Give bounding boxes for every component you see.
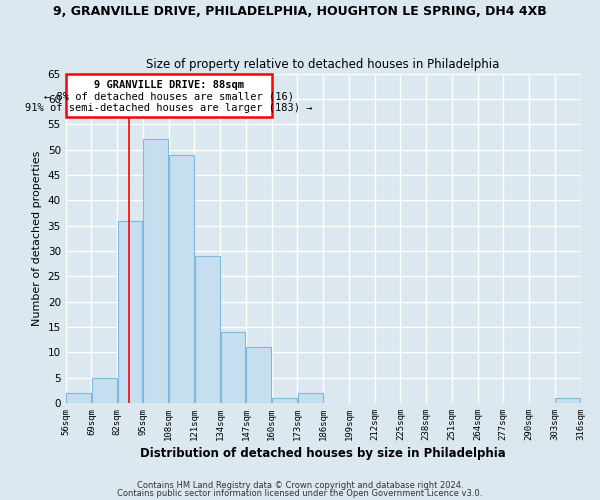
Text: Contains HM Land Registry data © Crown copyright and database right 2024.: Contains HM Land Registry data © Crown c… xyxy=(137,480,463,490)
Bar xyxy=(118,220,142,403)
Bar xyxy=(272,398,297,403)
Bar xyxy=(221,332,245,403)
Text: ← 8% of detached houses are smaller (16): ← 8% of detached houses are smaller (16) xyxy=(44,92,294,102)
Bar xyxy=(195,256,220,403)
Bar xyxy=(247,347,271,403)
Bar xyxy=(169,154,194,403)
Text: Contains public sector information licensed under the Open Government Licence v3: Contains public sector information licen… xyxy=(118,489,482,498)
Title: Size of property relative to detached houses in Philadelphia: Size of property relative to detached ho… xyxy=(146,58,500,71)
Bar xyxy=(555,398,580,403)
Text: 9 GRANVILLE DRIVE: 88sqm: 9 GRANVILLE DRIVE: 88sqm xyxy=(94,80,244,90)
X-axis label: Distribution of detached houses by size in Philadelphia: Distribution of detached houses by size … xyxy=(140,447,506,460)
Text: 9, GRANVILLE DRIVE, PHILADELPHIA, HOUGHTON LE SPRING, DH4 4XB: 9, GRANVILLE DRIVE, PHILADELPHIA, HOUGHT… xyxy=(53,5,547,18)
Text: 91% of semi-detached houses are larger (183) →: 91% of semi-detached houses are larger (… xyxy=(25,103,313,113)
Bar xyxy=(66,393,91,403)
Y-axis label: Number of detached properties: Number of detached properties xyxy=(32,150,42,326)
Bar xyxy=(92,378,117,403)
FancyBboxPatch shape xyxy=(66,74,272,116)
Bar xyxy=(143,140,168,403)
Bar xyxy=(298,393,323,403)
